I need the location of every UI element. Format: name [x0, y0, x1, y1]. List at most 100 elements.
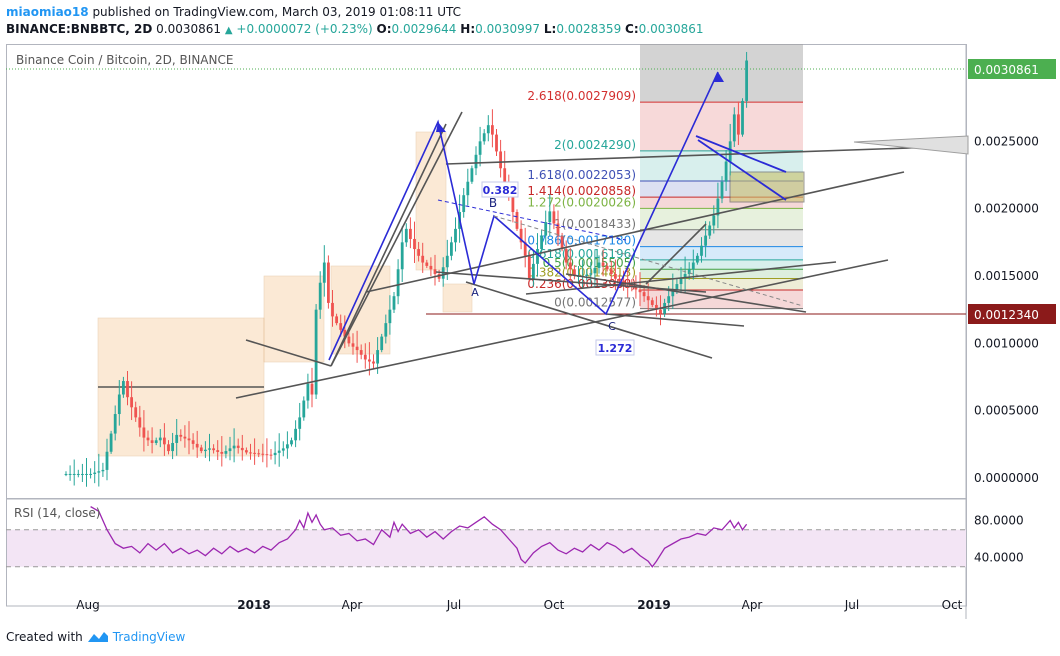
candle-body	[113, 414, 117, 434]
open-value: 0.0029644	[391, 22, 457, 36]
candle-body	[163, 437, 166, 445]
candle-body	[195, 443, 199, 448]
candle-body	[220, 451, 224, 454]
candle-body	[486, 125, 490, 134]
candle-body	[368, 359, 371, 362]
candle-body	[503, 168, 507, 182]
ratio-tag-box	[481, 181, 519, 198]
fib-level-label: 2(0.0024290)	[554, 138, 636, 152]
candle-body	[281, 448, 285, 451]
retracement-dashed-line	[493, 215, 804, 307]
fib-band	[640, 229, 803, 247]
candle-body	[552, 211, 556, 224]
candle-body	[339, 323, 343, 330]
candle-body	[298, 417, 302, 429]
close-label: C:	[625, 22, 639, 36]
candle-body	[314, 309, 318, 395]
close-value: 0.0030861	[638, 22, 704, 36]
projection-arrow	[697, 139, 787, 201]
candle-body	[138, 417, 142, 428]
trend-line	[445, 145, 967, 165]
fib-top-shade	[640, 44, 803, 103]
candle-body	[363, 354, 367, 360]
candle-body	[634, 286, 638, 290]
candle-body	[306, 383, 310, 401]
candle-body	[425, 262, 429, 266]
fib-band	[640, 102, 803, 151]
candle-body	[134, 407, 138, 418]
candle-body	[650, 300, 654, 305]
fib-band	[640, 278, 803, 291]
trend-line	[235, 259, 889, 399]
high-value: 0.0030997	[475, 22, 541, 36]
candle-body	[310, 383, 314, 395]
candle-body	[712, 215, 716, 226]
last-price-tag-label: 0.0030861	[974, 63, 1039, 77]
ratio-label: 0.382	[483, 184, 518, 197]
time-axis-label: Oct	[544, 598, 565, 612]
candle-body	[667, 296, 671, 303]
fib-level-label: 0(0.0012577)	[554, 296, 636, 310]
candle-body	[478, 141, 482, 155]
candle-body	[417, 249, 420, 256]
harmonic-pattern-path	[328, 71, 719, 361]
ratio-tag-box	[595, 339, 635, 356]
candle-body	[474, 154, 478, 169]
published-text: published on TradingView.com, March 03, …	[88, 5, 461, 19]
range-box	[442, 283, 473, 313]
candle-body	[741, 100, 744, 135]
candle-body	[400, 242, 404, 270]
price-axis-label: 0.0025000	[974, 134, 1039, 148]
candle-body	[585, 274, 589, 276]
candle-body	[109, 433, 113, 452]
candle-body	[720, 181, 724, 199]
candle-body	[257, 453, 261, 455]
candle-body	[532, 263, 535, 279]
price-pane-frame	[6, 44, 967, 499]
rsi-axis-label: 40.0000	[974, 551, 1024, 565]
chart-canvas[interactable]: 2.618(0.0027909) 2(0.0024290) 1.618(0.0022…	[6, 44, 1056, 619]
candle-body	[548, 211, 552, 223]
candle-body	[167, 444, 170, 452]
trend-line	[565, 273, 807, 313]
fib-level-label: 1.618(0.0022053)	[527, 168, 636, 182]
candle-body	[245, 450, 248, 453]
quote-line: BINANCE:BNBBTC, 2D 0.0030861 ▲ +0.000007…	[6, 21, 704, 39]
candle-body	[228, 448, 232, 452]
candle-body	[269, 454, 273, 456]
candle-body	[646, 296, 650, 301]
last-price: 0.0030861	[156, 22, 222, 36]
candle-body	[392, 296, 396, 310]
candle-body	[359, 350, 363, 355]
tradingview-link[interactable]: TradingView	[112, 630, 186, 644]
candle-body	[76, 473, 80, 475]
candle-body	[675, 284, 679, 290]
trend-line	[330, 123, 447, 367]
trend-line	[245, 339, 332, 367]
candle-body	[388, 309, 392, 324]
price-axis-label: 0.0005000	[974, 404, 1039, 418]
author-link[interactable]: miaomiao18	[6, 5, 89, 19]
candle-body	[384, 323, 388, 337]
point-c-label: C	[608, 320, 616, 333]
candle-body	[482, 133, 486, 142]
candle-body	[618, 278, 621, 281]
time-axis-label: Aug	[76, 598, 99, 612]
candle-body	[421, 255, 425, 263]
candle-body	[97, 471, 101, 473]
candle-body	[204, 449, 207, 452]
candle-body	[335, 316, 338, 324]
time-axis-label: 2019	[637, 598, 670, 612]
publish-line: miaomiao18 published on TradingView.com,…	[6, 4, 704, 21]
candle-body	[732, 114, 736, 142]
price-axis-label: 0.0010000	[974, 336, 1039, 350]
candle-body	[277, 450, 281, 453]
low-label: L:	[543, 22, 557, 36]
candle-body	[72, 473, 76, 475]
candle-body	[130, 397, 133, 408]
candle-body	[117, 394, 121, 415]
candle-body	[122, 381, 125, 395]
low-value: 0.0028359	[556, 22, 622, 36]
candle-body	[249, 452, 252, 454]
candle-body	[568, 262, 572, 270]
